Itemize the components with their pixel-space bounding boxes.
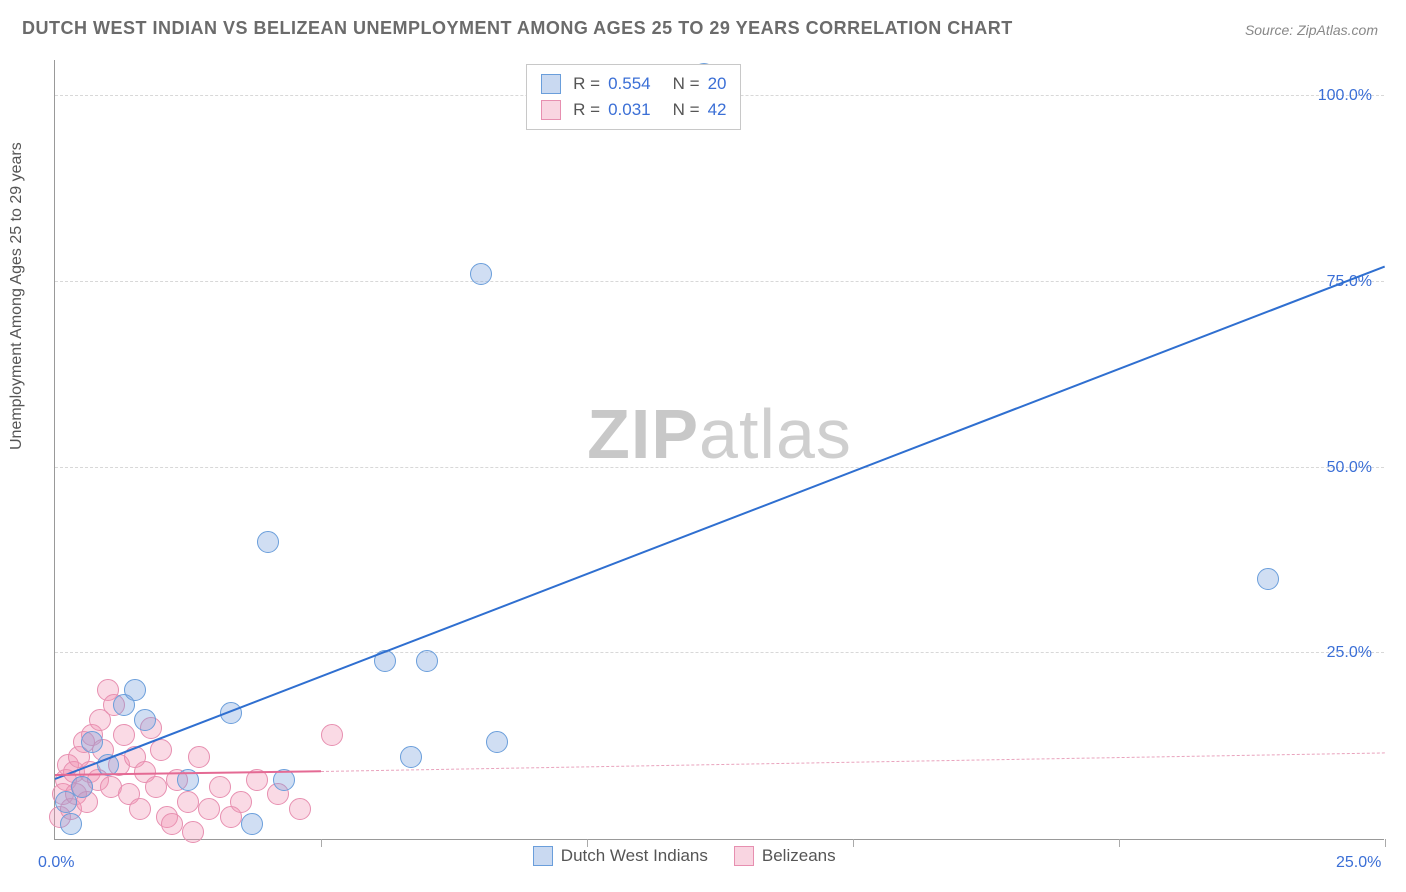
data-point xyxy=(198,798,220,820)
y-tick-label: 50.0% xyxy=(1327,459,1372,477)
legend-swatch xyxy=(734,846,754,866)
data-point xyxy=(230,791,252,813)
data-point xyxy=(71,776,93,798)
watermark: ZIPatlas xyxy=(587,394,852,474)
data-point xyxy=(81,731,103,753)
x-tick xyxy=(321,839,322,847)
data-point xyxy=(470,263,492,285)
data-point xyxy=(486,731,508,753)
r-label: R = xyxy=(573,100,600,120)
trend-line xyxy=(321,753,1385,773)
gridline-horizontal xyxy=(55,652,1384,653)
plot-area: ZIPatlas 25.0% 50.0% 75.0% 100.0% xyxy=(54,60,1384,840)
x-tick xyxy=(1119,839,1120,847)
series-legend: Dutch West Indians Belizeans xyxy=(533,846,836,866)
data-point xyxy=(209,776,231,798)
data-point xyxy=(241,813,263,835)
n-value: 42 xyxy=(708,100,727,120)
gridline-horizontal xyxy=(55,467,1384,468)
data-point xyxy=(150,739,172,761)
legend-label: Belizeans xyxy=(762,846,836,866)
data-point xyxy=(177,791,199,813)
x-tick xyxy=(1385,839,1386,847)
data-point xyxy=(124,679,146,701)
watermark-atlas: atlas xyxy=(699,395,852,473)
data-point xyxy=(161,813,183,835)
trend-line xyxy=(55,265,1386,779)
data-point xyxy=(188,746,210,768)
x-axis-origin-label: 0.0% xyxy=(38,854,74,872)
watermark-zip: ZIP xyxy=(587,395,699,473)
data-point xyxy=(60,813,82,835)
data-point xyxy=(134,709,156,731)
stats-legend: R = 0.554 N = 20 R = 0.031 N = 42 xyxy=(526,64,741,130)
gridline-horizontal xyxy=(55,281,1384,282)
legend-label: Dutch West Indians xyxy=(561,846,708,866)
legend-item: Dutch West Indians xyxy=(533,846,708,866)
legend-swatch xyxy=(533,846,553,866)
data-point xyxy=(400,746,422,768)
x-axis-max-label: 25.0% xyxy=(1336,854,1381,872)
chart-title: DUTCH WEST INDIAN VS BELIZEAN UNEMPLOYME… xyxy=(22,18,1013,39)
data-point xyxy=(182,821,204,843)
source-attribution: Source: ZipAtlas.com xyxy=(1245,22,1378,38)
n-label: N = xyxy=(673,74,700,94)
data-point xyxy=(289,798,311,820)
stats-legend-row: R = 0.554 N = 20 xyxy=(541,71,726,97)
data-point xyxy=(1257,568,1279,590)
r-value: 0.031 xyxy=(608,100,651,120)
legend-swatch xyxy=(541,100,561,120)
data-point xyxy=(257,531,279,553)
r-label: R = xyxy=(573,74,600,94)
data-point xyxy=(129,798,151,820)
y-axis-label: Unemployment Among Ages 25 to 29 years xyxy=(8,142,26,450)
legend-swatch xyxy=(541,74,561,94)
n-value: 20 xyxy=(708,74,727,94)
x-tick xyxy=(853,839,854,847)
stats-legend-row: R = 0.031 N = 42 xyxy=(541,97,726,123)
n-label: N = xyxy=(673,100,700,120)
data-point xyxy=(113,724,135,746)
data-point xyxy=(416,650,438,672)
data-point xyxy=(321,724,343,746)
y-tick-label: 75.0% xyxy=(1327,273,1372,291)
r-value: 0.554 xyxy=(608,74,651,94)
legend-item: Belizeans xyxy=(734,846,836,866)
y-tick-label: 25.0% xyxy=(1327,644,1372,662)
data-point xyxy=(145,776,167,798)
y-tick-label: 100.0% xyxy=(1318,87,1372,105)
